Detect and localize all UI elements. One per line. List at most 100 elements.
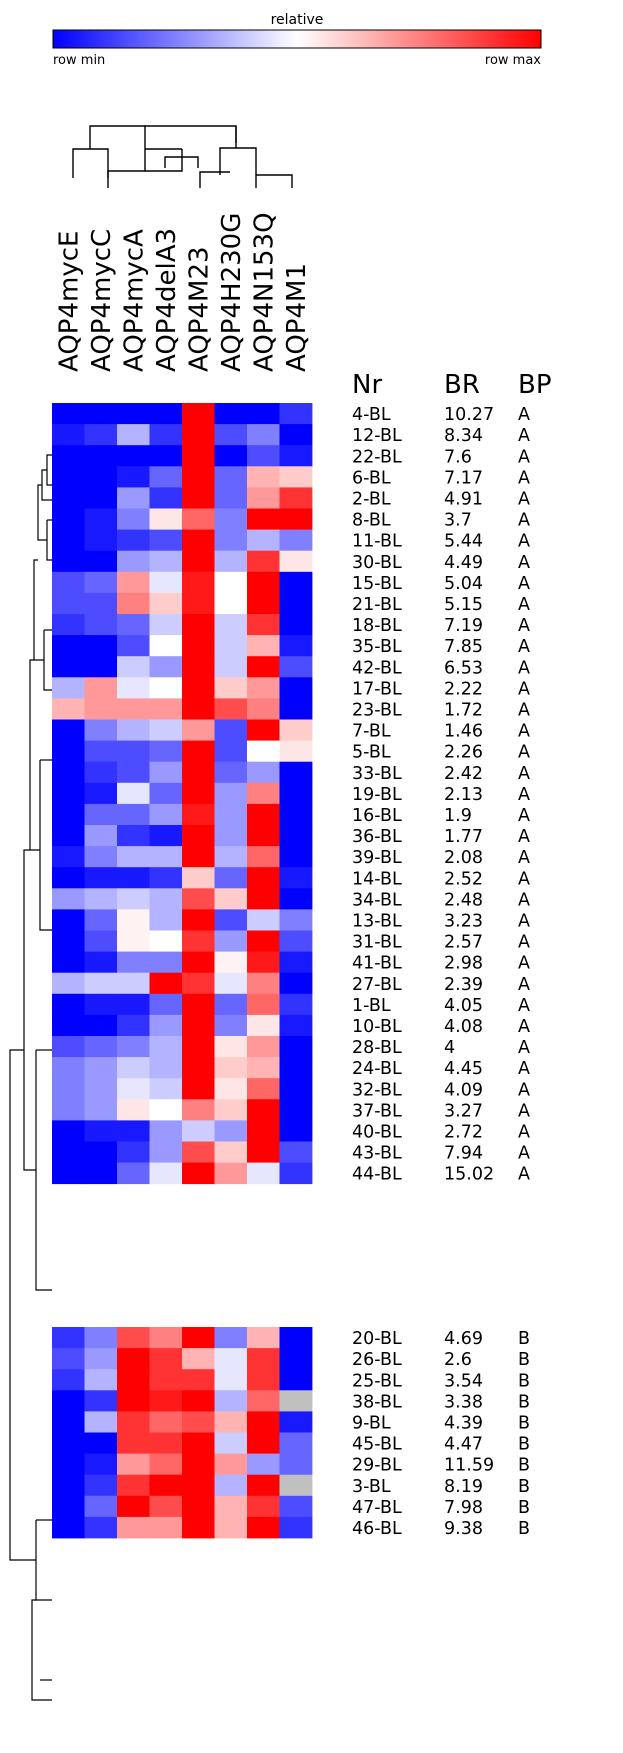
row-br-value: 2.48	[444, 890, 483, 910]
heatmap-cell	[247, 1516, 280, 1539]
heatmap-cell	[84, 951, 118, 974]
heatmap-cell	[84, 508, 118, 530]
heatmap-cell	[149, 677, 183, 699]
row-bp-value: A	[518, 701, 530, 721]
row-br-value: 2.39	[444, 975, 483, 995]
heatmap-cell	[84, 740, 118, 763]
heatmap-cell	[182, 782, 215, 805]
heatmap-cell	[84, 403, 118, 425]
heatmap-cell	[149, 635, 183, 657]
heatmap-cell	[247, 445, 280, 467]
heatmap-cell	[117, 951, 150, 974]
heatmap-cell	[117, 677, 150, 699]
row-nr-label: 6-BL	[352, 468, 391, 488]
row-br-value: 4.39	[444, 1414, 483, 1434]
row-bp-value: A	[518, 1059, 530, 1079]
heatmap-cell	[84, 1141, 118, 1163]
heatmap-cell	[84, 424, 118, 446]
row-br-value: 11.59	[444, 1456, 494, 1476]
heatmap-cell	[247, 1036, 280, 1058]
heatmap-cell	[279, 1348, 313, 1370]
heatmap-cell	[52, 614, 85, 636]
heatmap-cell	[52, 1390, 85, 1412]
heatmap-cell	[149, 1474, 183, 1497]
heatmap-cell	[84, 1057, 118, 1079]
heatmap-cell	[182, 445, 215, 467]
heatmap-cell	[279, 1078, 313, 1100]
heatmap-cell	[149, 1516, 183, 1539]
heatmap-cell	[247, 1348, 280, 1370]
heatmap-cell	[247, 1474, 280, 1497]
heatmap-cell	[247, 571, 280, 594]
heatmap-cell	[117, 803, 150, 826]
heatmap-cell	[84, 466, 118, 488]
heatmap-cell	[279, 1390, 313, 1412]
row-br-value: 2.72	[444, 1123, 483, 1143]
row-bp-value: A	[518, 490, 530, 510]
row-nr-label: 10-BL	[352, 1017, 402, 1037]
heatmap-cell	[52, 1162, 85, 1185]
heatmap-cell	[182, 740, 215, 763]
heatmap-cell	[214, 614, 248, 636]
table-header-br: BR	[444, 370, 480, 400]
heatmap-cell	[84, 1369, 118, 1391]
row-nr-label: 9-BL	[352, 1414, 391, 1434]
heatmap-cell	[247, 909, 280, 931]
heatmap-cell	[214, 846, 248, 868]
heatmap-cell	[182, 888, 215, 910]
row-br-value: 1.9	[444, 806, 472, 826]
row-nr-label: 24-BL	[352, 1059, 402, 1079]
heatmap-cell	[149, 529, 183, 552]
heatmap-cell	[52, 888, 85, 910]
heatmap-cell	[247, 1369, 280, 1391]
heatmap-cell	[214, 1036, 248, 1058]
heatmap-cell	[52, 508, 85, 530]
heatmap-cell	[117, 466, 150, 488]
heatmap-cell	[149, 424, 183, 446]
heatmap-cell	[182, 1474, 215, 1497]
heatmap-cell	[247, 508, 280, 530]
heatmap-cell	[182, 592, 215, 615]
heatmap-cell	[117, 1327, 150, 1349]
row-br-value: 7.85	[444, 637, 483, 657]
column-label: AQP4M1	[282, 263, 312, 372]
heatmap-cell	[182, 403, 215, 425]
heatmap-cell	[117, 1120, 150, 1142]
heatmap-cell	[84, 677, 118, 699]
row-bp-value: A	[518, 447, 530, 467]
row-bp-value: A	[518, 532, 530, 552]
heatmap-cell	[182, 1036, 215, 1058]
heatmap-cell	[52, 656, 85, 678]
heatmap-cell	[84, 1099, 118, 1121]
heatmap-cell	[52, 424, 85, 446]
heatmap-cell	[182, 1014, 215, 1037]
heatmap-cell	[279, 677, 313, 699]
row-br-value: 2.26	[444, 743, 483, 763]
heatmap-cell	[279, 445, 313, 467]
heatmap-cell	[182, 1162, 215, 1185]
heatmap-cell	[214, 761, 248, 784]
heatmap-cell	[247, 951, 280, 974]
column-label: AQP4delA3	[152, 228, 182, 372]
heatmap-cell	[149, 1036, 183, 1058]
heatmap-cell	[182, 1495, 215, 1518]
heatmap-cell	[279, 1453, 313, 1476]
heatmap-cell	[279, 993, 313, 1016]
heatmap-cell	[182, 508, 215, 530]
row-bp-value: A	[518, 553, 530, 573]
heatmap-cell	[279, 867, 313, 889]
heatmap-cell	[182, 1141, 215, 1163]
row-br-value: 3.7	[444, 511, 472, 531]
column-label: AQP4M23	[184, 246, 214, 372]
heatmap-cell	[84, 1453, 118, 1476]
heatmap-cell	[52, 1014, 85, 1037]
heatmap-cell	[214, 1453, 248, 1476]
heatmap-cell	[247, 1078, 280, 1100]
row-nr-label: 22-BL	[352, 447, 402, 467]
heatmap-cell	[52, 909, 85, 931]
heatmap-cell	[247, 656, 280, 678]
heatmap-cell	[52, 592, 85, 615]
heatmap-cell	[149, 1432, 183, 1454]
heatmap-cell	[182, 761, 215, 784]
row-bp-value: B	[518, 1371, 530, 1391]
